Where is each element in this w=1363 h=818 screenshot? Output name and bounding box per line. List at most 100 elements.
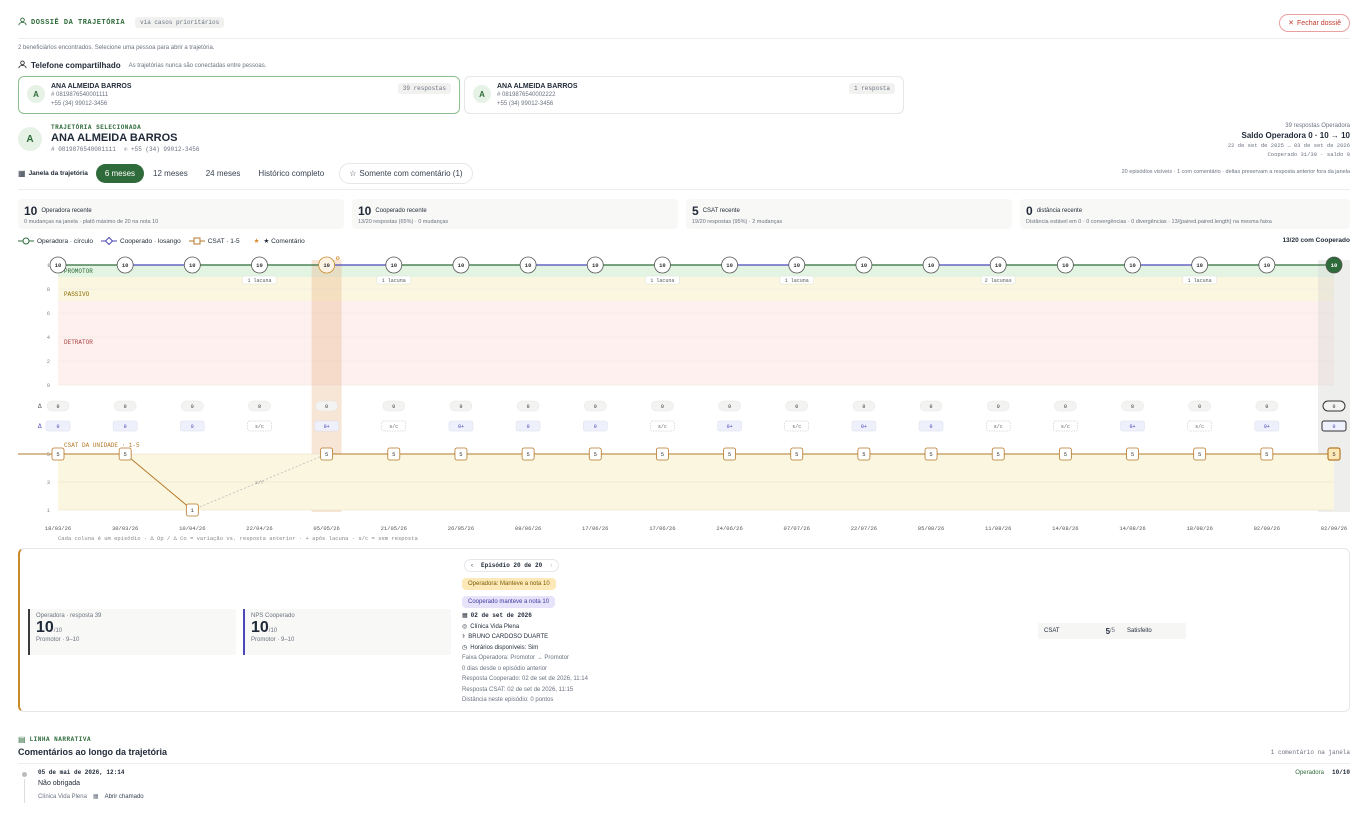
person-id: 0819876540002222 <box>502 92 556 98</box>
promotor-band <box>58 265 1334 277</box>
detrator-band <box>58 301 1334 385</box>
csat-point <box>1327 447 1341 461</box>
csat-point-label: 5 <box>929 451 932 458</box>
delta-op-value: 0 <box>661 404 664 410</box>
calendar-icon: ▦ <box>462 613 468 619</box>
narrative-title: Comentários ao longo da trajetória <box>18 747 168 757</box>
shared-phone-title: Telefone compartilhado <box>31 61 121 70</box>
hash-icon: # <box>497 92 503 98</box>
x-tick-label: 17/06/26 <box>649 525 675 532</box>
csat-point-label: 5 <box>1265 451 1268 458</box>
window-6m[interactable]: 6 meses <box>95 164 145 183</box>
operadora-point <box>49 256 67 274</box>
csat-point <box>387 447 401 461</box>
chart-footnote: Cada coluna é um episódio · Δ Op / Δ Co … <box>58 535 418 542</box>
operadora-point <box>654 256 671 274</box>
operadora-point <box>1258 256 1276 274</box>
circle-legend-icon <box>18 237 34 245</box>
csat-point-label: 5 <box>1131 451 1134 458</box>
window-12m[interactable]: 12 meses <box>153 169 188 178</box>
episode-detail-panel: Operadora · resposta 39 10/10 Promotor ·… <box>18 548 1350 712</box>
delta-co-pill <box>1120 420 1145 432</box>
chevron-right-icon[interactable]: › <box>550 562 553 569</box>
x-tick-label: 26/05/26 <box>448 525 474 532</box>
hash-icon: # <box>51 92 57 98</box>
csat-point-label: 5 <box>661 451 664 458</box>
comment-star-icon: ✪ <box>336 255 340 263</box>
person-card-2[interactable]: A ANA ALMEIDA BARROS # 0819876540002222 … <box>464 76 904 114</box>
csat-point <box>723 447 736 461</box>
csat-point <box>857 447 871 461</box>
operadora-point <box>318 256 336 274</box>
delta-op-pill <box>248 400 271 412</box>
x-tick-label: 11/08/26 <box>985 525 1011 532</box>
source-chip: via casos prioritários <box>135 17 225 28</box>
gap-badge <box>980 275 1016 285</box>
close-dossier-button[interactable]: ✕ Fechar dossiê <box>1279 14 1350 32</box>
x-tick-label: 02/09/26 <box>1254 525 1280 532</box>
operadora-point <box>519 256 537 274</box>
band-label-passivo: PASSIVO <box>64 291 90 298</box>
x-tick-label: 07/07/26 <box>784 525 810 532</box>
operadora-point-label: 10 <box>1129 262 1136 269</box>
delta-op-value: 0 <box>930 404 933 410</box>
csat-point <box>656 447 669 461</box>
delta-op-value: 0 <box>459 404 462 410</box>
csat-point-label: 5 <box>795 451 798 458</box>
band-label-promotor: PROMOTOR <box>64 268 93 275</box>
csat-gap-line <box>192 453 327 511</box>
csat-point <box>1193 447 1207 461</box>
csat-point-label: 1 <box>191 507 195 514</box>
delta-co-pill <box>650 420 675 432</box>
window-all[interactable]: Histórico completo <box>258 169 325 178</box>
delta-op-pill <box>651 400 674 412</box>
pin-icon: ◎ <box>462 623 468 630</box>
open-ticket-button[interactable]: Abrir chamado <box>104 793 144 800</box>
list-icon: ▤ <box>18 735 26 744</box>
narrative-header: ▤ LINHA NARRATIVA <box>18 735 92 744</box>
gap-badge <box>1182 275 1217 285</box>
csat-point <box>521 447 535 461</box>
operadora-point-label: 10 <box>1264 262 1271 269</box>
csat-point-label: 5 <box>459 451 462 458</box>
person-card-1[interactable]: A ANA ALMEIDA BARROS # 0819876540001111 … <box>18 76 460 114</box>
csat-section-label: CSAT DA UNIDADE · 1-5 <box>64 442 140 449</box>
chevron-left-icon[interactable]: ‹ <box>471 562 473 569</box>
operadora-point <box>1124 256 1141 274</box>
x-tick-label: 05/08/26 <box>918 525 944 532</box>
narrative-count: 1 comentário na janela <box>1270 749 1350 756</box>
window-label: Janela da trajetória <box>28 170 88 177</box>
delta-co-pill <box>314 420 339 432</box>
person-name: ANA ALMEIDA BARROS <box>497 83 578 90</box>
delta-op-value: 0 <box>325 404 328 410</box>
delta-co-pill <box>112 420 138 432</box>
comment-filter-toggle[interactable]: ☆ Somente com comentário (1) <box>339 163 473 184</box>
delta-op-value: 0 <box>997 404 1000 410</box>
delta-op-value: 0 <box>1131 404 1134 410</box>
delta-co-value: 0+ <box>324 424 330 430</box>
csat-point-label: 5 <box>325 451 328 458</box>
csat-point <box>320 447 334 461</box>
operadora-point-label: 10 <box>323 262 330 269</box>
window-24m[interactable]: 24 meses <box>205 169 241 178</box>
delta-co-pill <box>985 420 1011 432</box>
nps-ytick: 2 <box>47 358 50 365</box>
delta-op-value: 0 <box>124 404 127 410</box>
person-phone: +55 (34) 99012-3456 <box>497 101 554 107</box>
csat-point-label: 5 <box>1332 451 1335 458</box>
csat-point <box>185 503 199 517</box>
delta-op-label: Δ <box>38 403 42 410</box>
person-name: ANA ALMEIDA BARROS <box>51 83 132 90</box>
operadora-point-label: 10 <box>458 262 465 269</box>
delta-op-pill <box>315 400 338 412</box>
stat-cooperado: 10 Cooperado recente 13/20 respostas (65%)… <box>352 199 678 229</box>
delta-co-value: s/c <box>1061 424 1070 430</box>
delta-co-pill <box>247 420 272 432</box>
x-tick-label: 05/05/26 <box>313 525 339 532</box>
csat-ytick: 1 <box>47 507 51 514</box>
x-tick-label: 09/06/26 <box>515 525 541 532</box>
selected-summary: 39 respostas Operadora Saldo Operadora 0… <box>1227 123 1350 158</box>
delta-op-pill <box>919 400 943 412</box>
operadora-point-label: 10 <box>1196 262 1203 269</box>
